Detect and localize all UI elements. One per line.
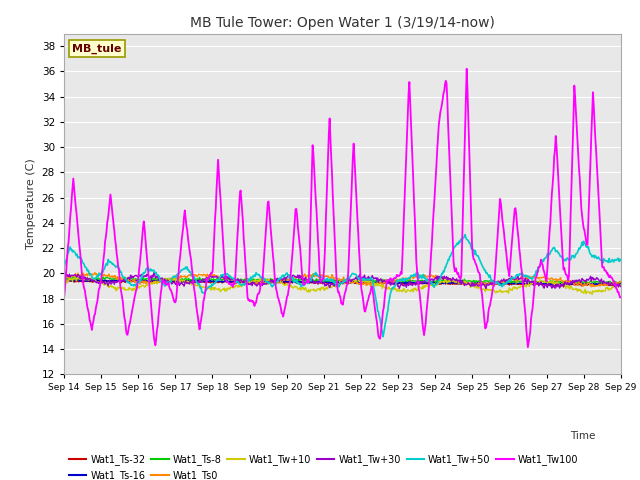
Wat1_Ts-16 xyxy=(60,277,68,283)
Wat1_Ts-16 xyxy=(617,281,625,287)
Wat1_Tw100 xyxy=(127,312,135,318)
Wat1_Ts-16 xyxy=(428,281,435,287)
Wat1_Tw+10 xyxy=(411,287,419,292)
Wat1_Tw100 xyxy=(426,265,434,271)
Wat1_Tw+10 xyxy=(70,276,78,282)
Wat1_Tw100 xyxy=(410,198,418,204)
Line: Wat1_Tw100: Wat1_Tw100 xyxy=(64,69,621,347)
Wat1_Tw+30 xyxy=(617,284,625,289)
Wat1_Tw+10 xyxy=(128,288,136,293)
Line: Wat1_Ts0: Wat1_Ts0 xyxy=(64,272,621,287)
Wat1_Tw+30 xyxy=(214,275,222,280)
Wat1_Ts-32 xyxy=(428,280,435,286)
Line: Wat1_Ts-8: Wat1_Ts-8 xyxy=(64,277,621,284)
Wat1_Ts-8 xyxy=(214,277,222,283)
Wat1_Ts-8 xyxy=(428,279,435,285)
Wat1_Ts-8 xyxy=(617,279,625,285)
Wat1_Tw+30 xyxy=(185,280,193,286)
Wat1_Ts0 xyxy=(588,284,595,289)
Y-axis label: Temperature (C): Temperature (C) xyxy=(26,158,36,250)
Wat1_Ts-16 xyxy=(214,278,222,284)
Wat1_Ts0 xyxy=(411,274,419,280)
Wat1_Tw+30 xyxy=(150,270,157,276)
Wat1_Tw+10 xyxy=(72,272,79,277)
Wat1_Tw100 xyxy=(463,66,470,72)
Wat1_Ts-32 xyxy=(617,282,625,288)
Line: Wat1_Tw+30: Wat1_Tw+30 xyxy=(64,273,621,288)
Legend: Wat1_Ts-32, Wat1_Ts-16, Wat1_Ts-8, Wat1_Ts0, Wat1_Tw+10, Wat1_Tw+30, Wat1_Tw+50,: Wat1_Ts-32, Wat1_Ts-16, Wat1_Ts-8, Wat1_… xyxy=(69,454,578,480)
Wat1_Ts-32 xyxy=(222,277,230,283)
Wat1_Tw+50 xyxy=(214,277,221,283)
Wat1_Ts0 xyxy=(185,273,193,278)
Wat1_Ts-32 xyxy=(60,278,68,284)
Wat1_Tw+10 xyxy=(60,280,68,286)
Wat1_Ts0 xyxy=(128,278,136,284)
Wat1_Ts0 xyxy=(214,273,222,279)
Text: MB_tule: MB_tule xyxy=(72,44,122,54)
Wat1_Tw+50 xyxy=(617,258,625,264)
Wat1_Tw+50 xyxy=(411,272,419,277)
Wat1_Ts0 xyxy=(60,276,68,282)
Wat1_Tw+30 xyxy=(428,277,435,283)
Wat1_Ts-16 xyxy=(411,280,419,286)
Wat1_Tw+50 xyxy=(380,334,387,339)
Wat1_Tw+50 xyxy=(428,280,435,286)
Wat1_Ts-8 xyxy=(70,274,78,280)
Title: MB Tule Tower: Open Water 1 (3/19/14-now): MB Tule Tower: Open Water 1 (3/19/14-now… xyxy=(190,16,495,30)
Wat1_Ts-32 xyxy=(214,279,221,285)
Wat1_Tw100 xyxy=(617,295,625,300)
Wat1_Ts0 xyxy=(428,272,435,278)
Line: Wat1_Ts-16: Wat1_Ts-16 xyxy=(64,279,621,285)
Wat1_Ts-32 xyxy=(577,283,585,289)
Wat1_Ts-16 xyxy=(606,282,614,288)
Wat1_Tw+30 xyxy=(482,286,490,291)
Wat1_Tw+30 xyxy=(70,272,78,278)
Wat1_Tw+50 xyxy=(127,282,135,288)
Wat1_Tw+50 xyxy=(461,232,469,238)
Wat1_Tw+10 xyxy=(617,282,625,288)
Wat1_Ts-8 xyxy=(185,276,193,281)
Wat1_Ts-16 xyxy=(87,276,95,282)
Wat1_Ts-16 xyxy=(70,278,78,284)
Wat1_Ts0 xyxy=(70,273,78,278)
Wat1_Tw100 xyxy=(184,235,192,240)
Wat1_Ts-32 xyxy=(411,280,419,286)
Wat1_Tw100 xyxy=(70,185,78,191)
Wat1_Ts-8 xyxy=(585,281,593,287)
Wat1_Tw100 xyxy=(214,171,221,177)
Wat1_Ts0 xyxy=(85,269,93,275)
Wat1_Ts-8 xyxy=(128,276,136,282)
Wat1_Tw+30 xyxy=(60,274,68,280)
Wat1_Ts-8 xyxy=(60,275,68,281)
Wat1_Tw+10 xyxy=(185,279,193,285)
Wat1_Tw+10 xyxy=(214,287,222,293)
Wat1_Ts-32 xyxy=(127,278,135,284)
Wat1_Ts-32 xyxy=(184,279,192,285)
Wat1_Tw+50 xyxy=(184,267,192,273)
Line: Wat1_Ts-32: Wat1_Ts-32 xyxy=(64,280,621,286)
Wat1_Tw+30 xyxy=(127,275,135,281)
Wat1_Ts-8 xyxy=(411,278,419,284)
Wat1_Ts0 xyxy=(617,279,625,285)
Wat1_Ts-32 xyxy=(70,279,78,285)
Wat1_Tw+50 xyxy=(70,249,78,255)
Wat1_Ts-8 xyxy=(71,276,79,281)
Wat1_Tw100 xyxy=(524,344,532,350)
Text: Time: Time xyxy=(570,431,595,441)
Wat1_Ts-16 xyxy=(128,277,136,283)
Wat1_Tw+30 xyxy=(411,281,419,287)
Wat1_Tw+10 xyxy=(428,283,435,288)
Wat1_Tw+10 xyxy=(588,291,596,297)
Line: Wat1_Tw+50: Wat1_Tw+50 xyxy=(64,235,621,336)
Wat1_Tw100 xyxy=(60,295,68,301)
Wat1_Tw+50 xyxy=(60,264,68,270)
Wat1_Ts-16 xyxy=(185,278,193,284)
Line: Wat1_Tw+10: Wat1_Tw+10 xyxy=(64,275,621,294)
